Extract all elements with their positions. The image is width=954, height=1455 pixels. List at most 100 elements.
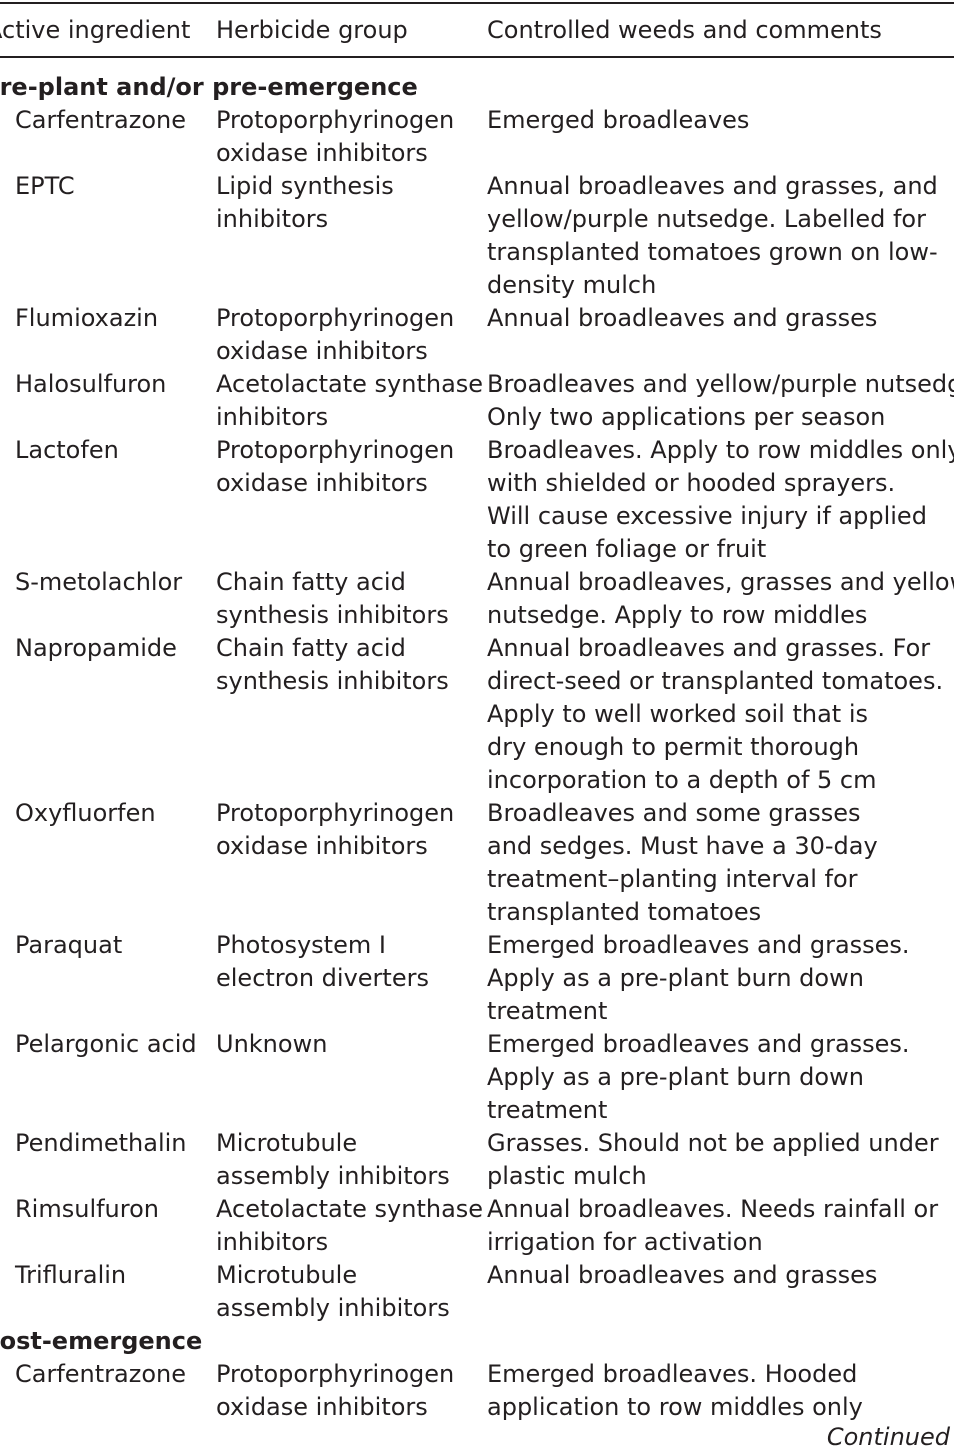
- herbicide-group-cell: Unknown: [216, 1028, 505, 1061]
- ingredient-cell: Paraquat: [15, 931, 123, 959]
- header-herbicide-group: Herbicide group: [216, 16, 408, 44]
- comments-line: Annual broadleaves and grasses. For: [487, 634, 931, 662]
- ingredient-cell: Flumioxazin: [15, 304, 159, 332]
- comments-line: Emerged broadleaves: [487, 106, 750, 134]
- herbicide-group-line: inhibitors: [216, 205, 329, 233]
- comments-cell: Annual broadleaves and grasses, and yello…: [487, 170, 954, 302]
- comments-line: Annual broadleaves. Needs rainfall or: [487, 1195, 939, 1223]
- comments-line: yellow/purple nutsedge. Labelled for: [487, 205, 926, 233]
- header-active-ingredient: Active ingredient: [0, 16, 191, 44]
- herbicide-group-cell: Acetolactate synthase inhibitors: [216, 368, 505, 434]
- comments-line: treatment: [487, 997, 608, 1025]
- herbicide-group-line: assembly inhibitors: [216, 1162, 450, 1190]
- herbicide-group-cell: Microtubule assembly inhibitors: [216, 1259, 505, 1325]
- comments-line: incorporation to a depth of 5 cm: [487, 766, 877, 794]
- herbicide-group-line: synthesis inhibitors: [216, 667, 449, 695]
- herbicide-group-line: assembly inhibitors: [216, 1294, 450, 1322]
- comments-line: Grasses. Should not be applied under: [487, 1129, 939, 1157]
- herbicide-group-cell: Chain fatty acid synthesis inhibitors: [216, 632, 505, 698]
- herbicide-group-line: Chain fatty acid: [216, 634, 406, 662]
- comments-line: with shielded or hooded sprayers.: [487, 469, 896, 497]
- herbicide-group-line: Microtubule: [216, 1129, 358, 1157]
- comments-line: Broadleaves and yellow/purple nutsedge.: [487, 370, 954, 398]
- herbicide-group-line: Lipid synthesis: [216, 172, 394, 200]
- comments-line: treatment: [487, 1096, 608, 1124]
- comments-line: transplanted tomatoes grown on low-: [487, 238, 938, 266]
- ingredient-cell: S-metolachlor: [15, 568, 183, 596]
- herbicide-group-line: oxidase inhibitors: [216, 832, 428, 860]
- continued-label: Continued: [826, 1423, 950, 1451]
- herbicide-group-cell: Photosystem I electron diverters: [216, 929, 505, 995]
- ingredient-cell: Carfentrazone: [15, 106, 186, 134]
- comments-line: Apply as a pre-plant burn down: [487, 964, 864, 992]
- herbicide-group-cell: Protoporphyrinogen oxidase inhibitors: [216, 104, 505, 170]
- header-controlled-weeds: Controlled weeds and comments: [487, 16, 882, 44]
- herbicide-group-line: Protoporphyrinogen: [216, 799, 455, 827]
- ingredient-cell: Pelargonic acid: [15, 1030, 197, 1058]
- comments-line: plastic mulch: [487, 1162, 647, 1190]
- table-top-rule: [0, 2, 954, 4]
- herbicide-group-line: oxidase inhibitors: [216, 337, 428, 365]
- herbicide-group-cell: Protoporphyrinogen oxidase inhibitors: [216, 434, 505, 500]
- herbicide-group-line: Acetolactate synthase: [216, 1195, 484, 1223]
- comments-line: Apply as a pre-plant burn down: [487, 1063, 864, 1091]
- section-heading: Pre-plant and/or pre-emergence: [0, 73, 418, 101]
- herbicide-group-line: synthesis inhibitors: [216, 601, 449, 629]
- comments-line: Annual broadleaves and grasses: [487, 304, 878, 332]
- table-header-rule: [0, 56, 954, 58]
- herbicide-group-line: Acetolactate synthase: [216, 370, 484, 398]
- comments-cell: Broadleaves and some grasses and sedges. …: [487, 797, 954, 929]
- herbicide-group-line: Protoporphyrinogen: [216, 304, 455, 332]
- comments-line: Broadleaves. Apply to row middles only: [487, 436, 954, 464]
- comments-line: dry enough to permit thorough: [487, 733, 860, 761]
- herbicide-group-cell: Acetolactate synthase inhibitors: [216, 1193, 505, 1259]
- comments-cell: Annual broadleaves, grasses and yellow nu…: [487, 566, 954, 632]
- comments-cell: Annual broadleaves and grasses. For direc…: [487, 632, 954, 797]
- comments-line: direct-seed or transplanted tomatoes.: [487, 667, 944, 695]
- comments-line: Emerged broadleaves and grasses.: [487, 931, 910, 959]
- herbicide-group-line: Protoporphyrinogen: [216, 1360, 455, 1388]
- herbicide-group-cell: Microtubule assembly inhibitors: [216, 1127, 505, 1193]
- comments-line: Only two applications per season: [487, 403, 886, 431]
- herbicide-group-line: Microtubule: [216, 1261, 358, 1289]
- ingredient-cell: Lactofen: [15, 436, 119, 464]
- herbicide-group-line: oxidase inhibitors: [216, 1393, 428, 1421]
- comments-cell: Grasses. Should not be applied under plas…: [487, 1127, 954, 1193]
- comments-cell: Emerged broadleaves and grasses. Apply as…: [487, 1028, 954, 1127]
- herbicide-group-line: Photosystem I: [216, 931, 386, 959]
- comments-cell: Emerged broadleaves and grasses. Apply as…: [487, 929, 954, 1028]
- comments-line: Broadleaves and some grasses: [487, 799, 861, 827]
- comments-cell: Broadleaves. Apply to row middles only wi…: [487, 434, 954, 566]
- comments-cell: Annual broadleaves and grasses: [487, 302, 954, 335]
- comments-line: and sedges. Must have a 30-day: [487, 832, 878, 860]
- comments-cell: Broadleaves and yellow/purple nutsedge. O…: [487, 368, 954, 434]
- section-heading: Post-emergence: [0, 1327, 203, 1355]
- comments-line: Will cause excessive injury if applied: [487, 502, 927, 530]
- comments-cell: Emerged broadleaves. Hooded application t…: [487, 1358, 954, 1424]
- comments-cell: Emerged broadleaves: [487, 104, 954, 137]
- herbicide-group-cell: Protoporphyrinogen oxidase inhibitors: [216, 302, 505, 368]
- ingredient-cell: Napropamide: [15, 634, 177, 662]
- herbicide-group-cell: Lipid synthesis inhibitors: [216, 170, 505, 236]
- ingredient-cell: Pendimethalin: [15, 1129, 187, 1157]
- herbicide-group-cell: Chain fatty acid synthesis inhibitors: [216, 566, 505, 632]
- comments-line: density mulch: [487, 271, 657, 299]
- comments-line: Emerged broadleaves and grasses.: [487, 1030, 910, 1058]
- comments-line: Annual broadleaves, grasses and yellow: [487, 568, 954, 596]
- comments-cell: Annual broadleaves and grasses: [487, 1259, 954, 1292]
- herbicide-group-line: Protoporphyrinogen: [216, 436, 455, 464]
- comments-line: Apply to well worked soil that is: [487, 700, 869, 728]
- comments-line: Annual broadleaves and grasses: [487, 1261, 878, 1289]
- herbicide-group-line: Protoporphyrinogen: [216, 106, 455, 134]
- ingredient-cell: Halosulfuron: [15, 370, 167, 398]
- comments-line: irrigation for activation: [487, 1228, 763, 1256]
- herbicide-group-line: oxidase inhibitors: [216, 139, 428, 167]
- comments-line: transplanted tomatoes: [487, 898, 762, 926]
- ingredient-cell: Oxyfluorfen: [15, 799, 156, 827]
- comments-line: Annual broadleaves and grasses, and: [487, 172, 938, 200]
- comments-cell: Annual broadleaves. Needs rainfall or irr…: [487, 1193, 954, 1259]
- herbicide-group-cell: Protoporphyrinogen oxidase inhibitors: [216, 797, 505, 863]
- herbicide-group-cell: Protoporphyrinogen oxidase inhibitors: [216, 1358, 505, 1424]
- comments-line: application to row middles only: [487, 1393, 863, 1421]
